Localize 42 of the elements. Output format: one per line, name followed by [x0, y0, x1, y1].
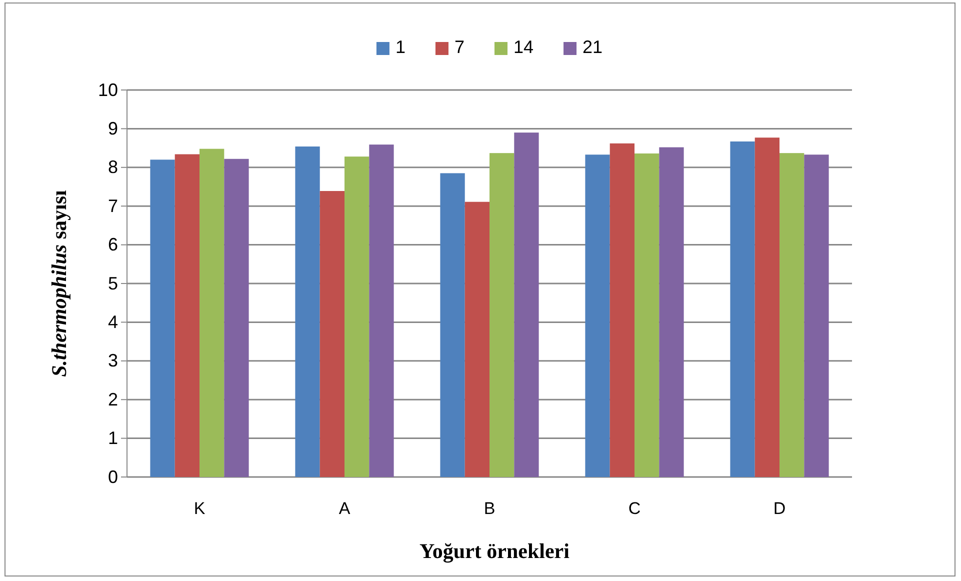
x-tick-label: A — [338, 499, 351, 518]
y-tick-label: 6 — [108, 234, 118, 255]
bar — [804, 154, 829, 477]
legend-label: 14 — [513, 37, 534, 57]
y-tick-label: 3 — [108, 350, 118, 371]
legend-label: 7 — [454, 37, 464, 57]
bar — [490, 153, 514, 477]
bar — [514, 132, 539, 477]
y-axis-title: S.thermophilus sayısı — [47, 190, 71, 377]
bar — [464, 202, 490, 477]
y-tick-label: 9 — [108, 118, 118, 138]
bar — [295, 146, 320, 477]
bar — [174, 154, 200, 477]
bar — [150, 160, 175, 477]
bar — [730, 141, 755, 477]
bar — [344, 156, 370, 477]
bar — [610, 143, 634, 477]
y-tick-label: 7 — [108, 196, 118, 216]
legend-label: 21 — [582, 37, 603, 57]
bar — [659, 147, 684, 477]
y-tick-label: 10 — [98, 80, 118, 100]
x-tick-label: C — [628, 499, 641, 518]
bar — [320, 191, 344, 477]
x-tick-label: K — [194, 499, 206, 518]
x-tick-label: D — [773, 499, 786, 518]
y-tick-label: 5 — [108, 273, 118, 294]
y-tick-label: 8 — [108, 157, 118, 178]
bar — [634, 153, 660, 477]
bar — [200, 148, 224, 477]
x-axis-title: Yoğurt örnekleri — [420, 539, 570, 563]
bar — [224, 158, 249, 477]
y-tick-label: 2 — [108, 389, 118, 410]
y-tick-label: 4 — [108, 312, 118, 332]
x-tick-label: B — [484, 499, 496, 518]
bar — [440, 173, 465, 477]
bar — [780, 153, 804, 477]
bar — [754, 138, 780, 477]
bar — [369, 144, 394, 477]
y-tick-label: 0 — [108, 466, 118, 487]
legend-label: 1 — [395, 37, 406, 57]
bar — [585, 154, 610, 477]
y-tick-label: 1 — [108, 428, 118, 448]
